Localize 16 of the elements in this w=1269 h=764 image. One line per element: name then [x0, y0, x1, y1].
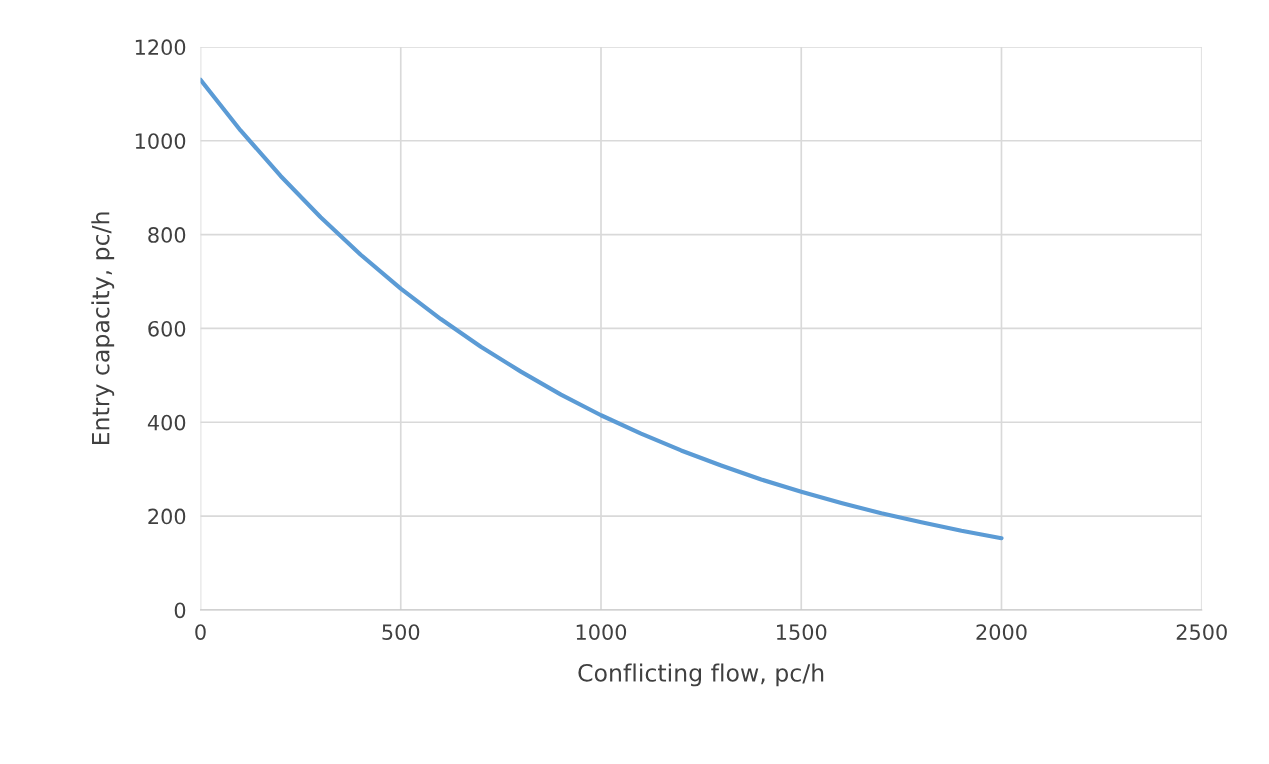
- y-tick-label: 800: [148, 227, 186, 243]
- x-tick-label: 500: [382, 624, 420, 640]
- y-tick-label: 1000: [135, 133, 186, 149]
- y-tick-label: 1200: [135, 39, 186, 56]
- y-axis-title: Entry capacity, pc/h: [91, 212, 115, 445]
- line-series: [200, 77, 1004, 541]
- x-tick-label: 1500: [777, 624, 827, 640]
- x-tick-label: 2000: [976, 624, 1027, 640]
- y-tick-label: 0: [174, 602, 186, 619]
- x-axis-title: Conflicting flow, pc/h: [578, 663, 824, 687]
- x-tick-label: 2500: [1176, 624, 1227, 640]
- x-tick-label: 1000: [576, 624, 627, 640]
- y-tick-label: 600: [148, 320, 186, 337]
- y-tick-label: 400: [147, 414, 186, 431]
- x-tick-label: 0: [195, 624, 206, 640]
- y-tick-label: 200: [148, 508, 186, 525]
